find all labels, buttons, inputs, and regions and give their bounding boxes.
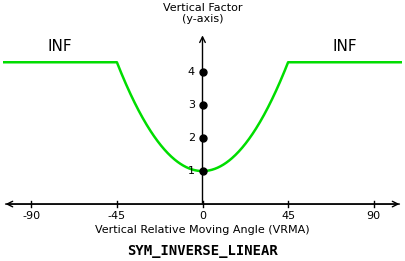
- Text: 0: 0: [199, 211, 206, 221]
- Text: INF: INF: [333, 39, 358, 54]
- Text: Vertical Factor
(y-axis): Vertical Factor (y-axis): [163, 3, 242, 24]
- Text: 4: 4: [188, 67, 195, 77]
- Text: 90: 90: [367, 211, 381, 221]
- Text: -45: -45: [108, 211, 126, 221]
- Text: 1: 1: [188, 166, 195, 176]
- Text: Vertical Relative Moving Angle (VRMA): Vertical Relative Moving Angle (VRMA): [95, 226, 310, 235]
- Text: INF: INF: [47, 39, 72, 54]
- Text: SYM_INVERSE_LINEAR: SYM_INVERSE_LINEAR: [127, 244, 278, 258]
- Text: -90: -90: [22, 211, 40, 221]
- Text: 2: 2: [188, 133, 195, 143]
- Text: 3: 3: [188, 100, 195, 110]
- Text: 45: 45: [281, 211, 295, 221]
